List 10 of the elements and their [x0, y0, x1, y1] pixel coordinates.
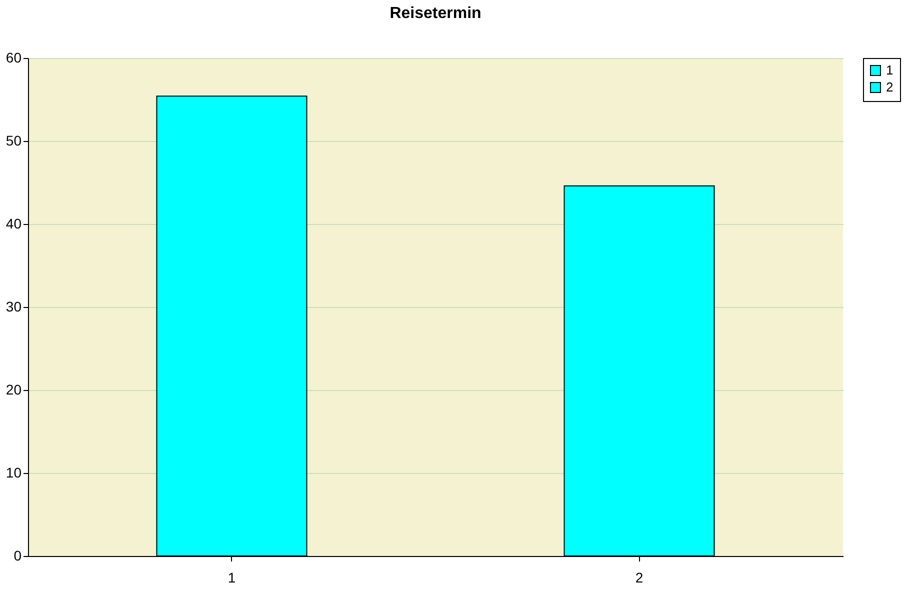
y-tick-label: 0: [14, 548, 22, 564]
y-tick-label: 50: [6, 132, 22, 148]
y-tick-label: 60: [6, 50, 22, 66]
legend-label: 2: [886, 80, 894, 94]
legend-label: 1: [886, 62, 894, 78]
y-tick-label: 40: [6, 216, 22, 232]
y-tick-label: 20: [6, 382, 22, 398]
y-tick-label: 10: [6, 464, 22, 480]
y-tick-label: 30: [6, 298, 22, 314]
chart-title: Reisetermin: [390, 5, 482, 22]
